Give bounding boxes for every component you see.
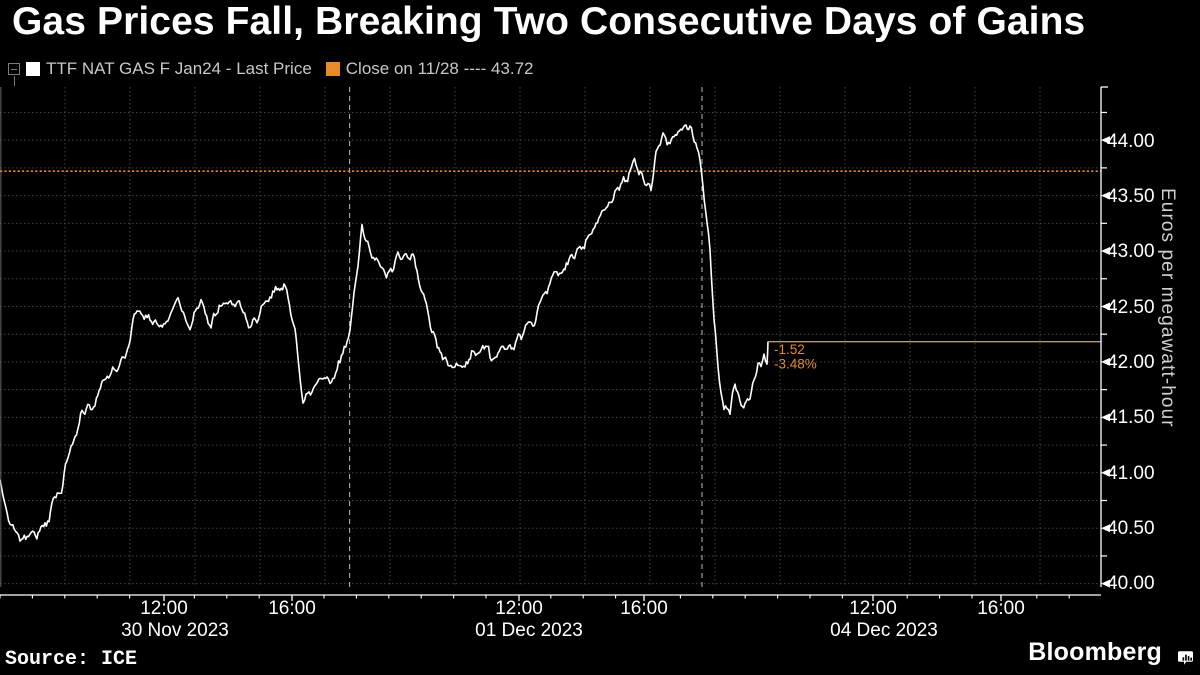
svg-text:-3.48%: -3.48%	[774, 357, 817, 372]
svg-text:-1.52: -1.52	[774, 342, 805, 357]
